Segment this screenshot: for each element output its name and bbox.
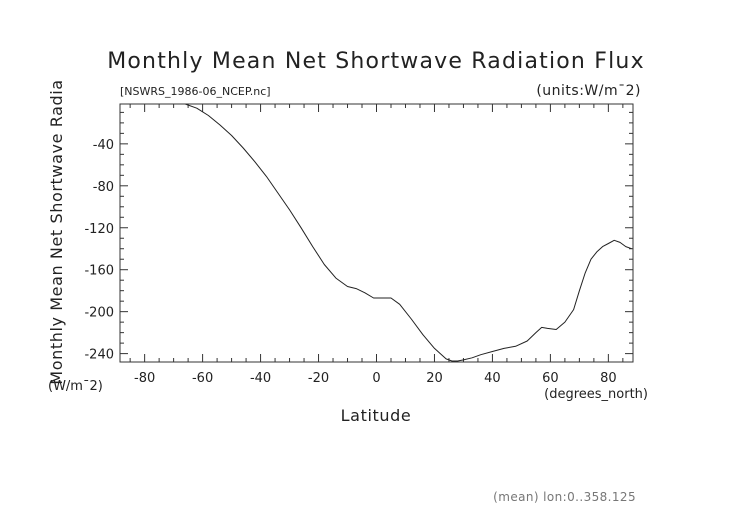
x-tick-label: 40	[484, 371, 501, 386]
series-layer	[185, 103, 632, 362]
x-tick-label: 20	[426, 371, 443, 386]
y-tick-label: -120	[84, 222, 114, 237]
y-axis-label: Monthly Mean Net Shortwave Radia	[47, 79, 66, 384]
y-tick-label: -40	[93, 138, 114, 153]
y-tick-label: -200	[84, 306, 114, 321]
x-tick-label: -40	[250, 371, 271, 386]
axis-ticks: -80 -60 -40 -20 0 20 40 60 80-40-80-120-160-200-…	[84, 104, 633, 386]
x-axis-units: (degrees_north)	[544, 387, 648, 402]
x-tick-label: 0	[372, 371, 380, 386]
x-tick-label: 80	[600, 371, 617, 386]
x-axis-label: Latitude	[341, 406, 412, 425]
x-tick-label: -80	[134, 371, 155, 386]
y-tick-label: -240	[84, 348, 114, 363]
y-axis-units: (W/m¯2)	[48, 379, 103, 394]
plot-frame	[119, 103, 634, 363]
dataset-label: [NSWRS_1986-06_NCEP.nc]	[120, 85, 271, 98]
chart-title: Monthly Mean Net Shortwave Radiation Flu…	[107, 49, 645, 74]
units-label: (units:W/m¯2)	[536, 83, 641, 99]
x-tick-label: -60	[192, 371, 213, 386]
footnote: (mean) lon:0..358.125	[493, 490, 636, 504]
series-line	[185, 103, 632, 362]
x-tick-label: 60	[542, 371, 559, 386]
y-tick-label: -160	[84, 264, 114, 279]
x-tick-label: -20	[308, 371, 329, 386]
y-tick-label: -80	[93, 180, 114, 195]
